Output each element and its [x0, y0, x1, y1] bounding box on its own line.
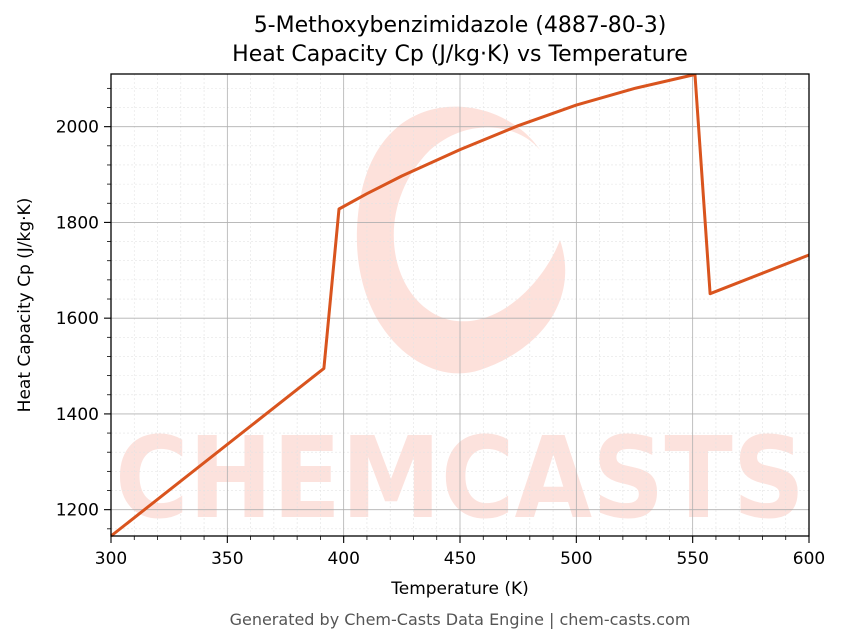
y-axis: 1200 1400 1600 1800 2000 — [56, 87, 111, 530]
x-tick-label: 400 — [327, 549, 359, 569]
y-tick-label: 1600 — [56, 309, 99, 329]
footer-credit: Generated by Chem-Casts Data Engine | ch… — [230, 610, 691, 629]
series-layer — [110, 73, 810, 538]
chart-title: 5-Methoxybenzimidazole (4887-80-3) — [254, 13, 667, 38]
y-tick-label: 1200 — [56, 501, 99, 521]
x-tick-label: 450 — [444, 549, 476, 569]
y-tick-label: 1400 — [56, 405, 99, 425]
x-tick-label: 500 — [560, 549, 592, 569]
x-tick-label: 350 — [211, 549, 243, 569]
x-tick-label: 600 — [793, 549, 825, 569]
x-tick-label: 300 — [95, 549, 127, 569]
x-tick-label: 550 — [676, 549, 708, 569]
x-axis-label: Temperature (K) — [390, 579, 529, 599]
y-tick-label: 1800 — [56, 213, 99, 233]
series-line — [110, 73, 810, 538]
chart-subtitle: Heat Capacity Cp (J/kg·K) vs Temperature — [232, 42, 688, 67]
watermark-logo-swirl — [356, 106, 566, 374]
y-axis-label: Heat Capacity Cp (J/kg·K) — [15, 198, 35, 413]
y-tick-label: 2000 — [56, 118, 99, 138]
x-axis: 300 350 400 450 500 550 600 — [95, 536, 825, 569]
